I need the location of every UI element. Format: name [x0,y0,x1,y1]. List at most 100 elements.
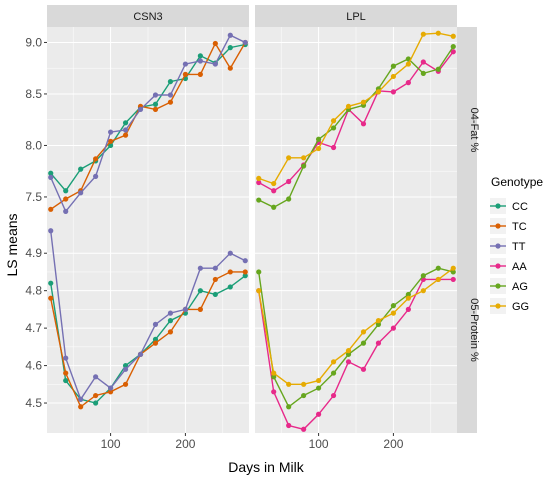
data-point-ag [256,269,262,275]
data-point-tt [48,174,54,180]
strip-label-04-fat: 04-Fat % [468,108,480,153]
data-point-gg [420,31,426,37]
data-point-tc [48,295,54,301]
data-point-aa [405,80,411,86]
data-point-cc [152,336,159,342]
data-point-cc [48,280,54,286]
data-point-aa [315,411,322,417]
data-point-gg [405,295,411,301]
data-point-tc [227,65,233,71]
data-point-aa [330,144,337,151]
data-point-ag [271,204,277,210]
data-point-tt [152,92,159,98]
data-point-tt [48,228,54,234]
data-point-tt [227,32,233,38]
data-point-ag [450,43,456,50]
legend-item-gg: GG [490,298,529,314]
legend-item-tc: TC [490,218,527,234]
data-point-cc [78,166,84,172]
data-point-tt [227,250,233,256]
y-tick-label: 4.5 [25,396,42,410]
y-tick-label: 4.9 [25,246,42,260]
data-point-gg [390,73,397,80]
data-point-ag [375,321,382,327]
data-point-cc [212,291,218,298]
data-point-cc [93,400,99,406]
data-point-cc [167,78,174,85]
panel-lpl-04-fat [255,27,457,233]
data-point-cc [107,142,114,149]
data-point-tt [122,366,129,372]
data-point-aa [256,179,262,186]
y-tick-label: 4.6 [25,359,42,373]
data-point-tt [137,351,144,357]
data-point-ag [286,404,292,410]
data-point-ag [330,125,337,131]
strip-csn3 [47,5,249,27]
data-point-ag [315,136,322,142]
legend-key-point [495,243,501,249]
data-point-tc [152,340,159,346]
data-point-tc [227,269,233,275]
data-point-tc [48,206,54,212]
data-point-cc [167,318,174,324]
data-point-cc [63,188,69,194]
y-axis-title: LS means [4,213,20,276]
data-point-ag [301,163,307,169]
data-point-gg [360,329,367,335]
data-point-ag [435,66,441,72]
data-point-tt [242,39,248,46]
data-point-tc [107,389,114,395]
panel-lpl-05-protein: 100 200 [255,227,457,451]
data-point-cc [48,170,54,176]
legend: Genotype CC TC TT AA AG GG [490,175,543,314]
x-tick-label: 200 [383,437,403,451]
legend-label: TT [512,241,526,253]
strip-lpl [255,5,457,27]
strip-05-protein [457,227,477,433]
data-point-ag [435,265,441,271]
data-point-aa [286,178,292,185]
data-point-gg [271,370,277,376]
legend-key-point [495,283,501,289]
series-line-tc [50,271,246,408]
data-point-ag [405,291,411,298]
data-point-gg [315,377,322,384]
data-point-tc [93,156,99,162]
data-point-cc [63,377,69,384]
data-point-tt [167,310,174,316]
data-point-aa [360,366,367,372]
legend-key-point [495,223,501,229]
legend-key-point [495,303,501,309]
data-point-tc [107,138,114,144]
series-line-ag [258,46,454,209]
data-point-gg [345,103,352,109]
data-point-aa [345,359,352,365]
panel-grid: CSN3 LPL 04-Fat % 05-Protein % 7.5 8.0 8.5 9.0 4… [25,5,480,451]
data-point-cc [122,120,129,126]
data-point-tc [152,106,159,112]
data-point-gg [330,359,337,365]
data-point-aa [360,121,367,127]
data-point-tt [78,396,84,402]
data-point-aa [405,306,411,312]
data-point-tt [137,106,144,112]
data-point-tt [197,265,203,271]
data-point-aa [286,422,292,429]
data-point-gg [271,180,277,187]
x-tick-label: 200 [175,437,195,451]
data-point-tt [182,61,189,67]
data-point-gg [450,33,456,39]
data-point-aa [450,49,456,55]
data-point-ag [360,340,367,346]
data-point-cc [227,45,233,51]
data-point-cc [197,53,203,59]
x-tick-label: 100 [309,437,329,451]
y-tick-label: 8.0 [25,138,42,152]
data-point-cc [242,273,248,279]
data-point-ag [271,374,277,380]
data-point-gg [330,118,337,124]
data-point-tt [107,385,114,391]
y-tick-label: 4.8 [25,284,42,298]
data-point-cc [197,288,203,294]
